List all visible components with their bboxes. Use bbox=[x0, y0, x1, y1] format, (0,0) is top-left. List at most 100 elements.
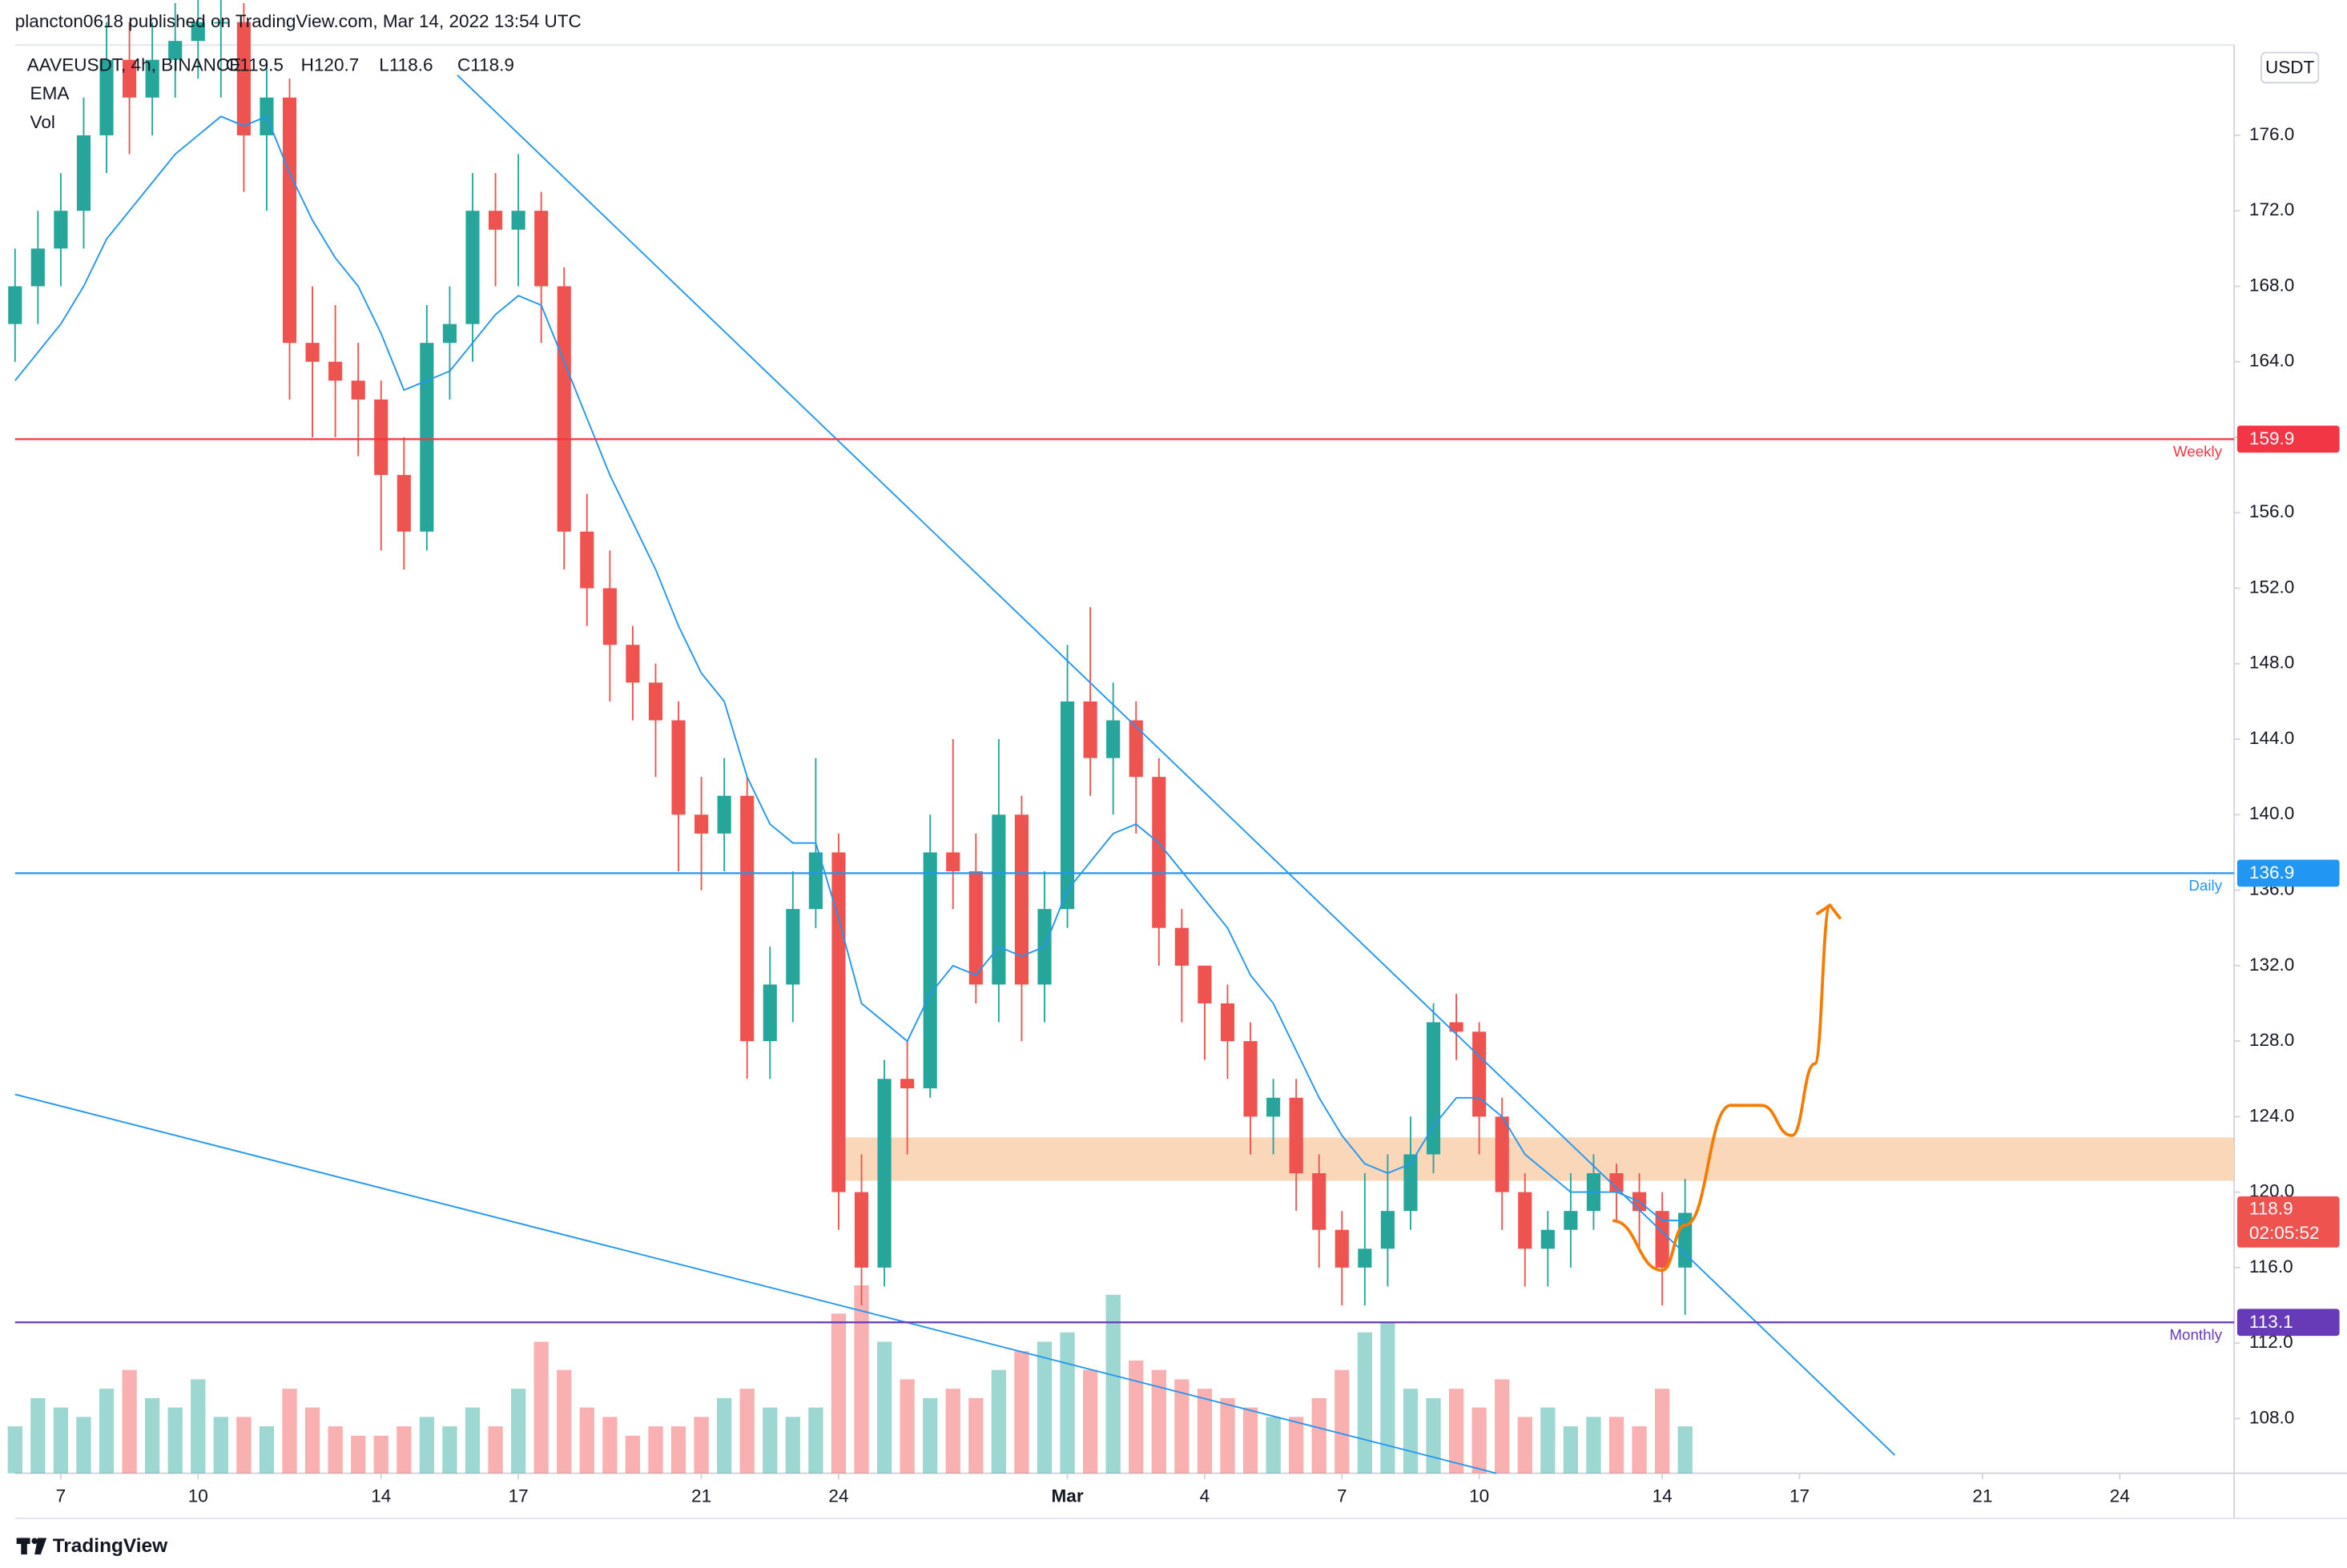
volume-bar bbox=[1471, 1407, 1487, 1474]
volume-bar bbox=[1174, 1379, 1190, 1474]
x-tick-label: 7 bbox=[56, 1486, 66, 1506]
trendline bbox=[457, 74, 1896, 1456]
volume-bar bbox=[900, 1379, 915, 1474]
candle-body bbox=[1312, 1173, 1326, 1230]
volume-bar bbox=[1357, 1332, 1372, 1474]
level-name: Monthly bbox=[2169, 1326, 2222, 1343]
volume-bar bbox=[648, 1426, 663, 1474]
candle-body bbox=[1083, 701, 1097, 758]
level-price-tag bbox=[2236, 425, 2340, 453]
candle-body bbox=[1495, 1116, 1509, 1192]
volume-bar bbox=[808, 1407, 823, 1474]
candle-body bbox=[1540, 1229, 1555, 1249]
volume-bar bbox=[1380, 1323, 1395, 1474]
candle-body bbox=[992, 814, 1006, 985]
candle-body bbox=[397, 475, 411, 532]
candle-body bbox=[1198, 965, 1212, 1003]
volume-bar bbox=[557, 1369, 572, 1474]
volume-bar bbox=[465, 1407, 481, 1474]
volume-bar bbox=[99, 1389, 115, 1474]
volume-bar bbox=[739, 1389, 755, 1474]
x-tick-label: 17 bbox=[509, 1486, 529, 1506]
header: plancton0618 published on TradingView.co… bbox=[15, 11, 582, 31]
level-price-label: 113.1 bbox=[2249, 1312, 2293, 1332]
candle-body bbox=[1152, 777, 1166, 928]
y-tick-label: 108.0 bbox=[2249, 1407, 2294, 1427]
x-tick-label: 24 bbox=[828, 1486, 848, 1506]
volume-bar bbox=[1403, 1389, 1419, 1474]
symbol-line: AAVEUSDT, 4h, BINANCE bbox=[27, 55, 241, 75]
currency[interactable]: USDT bbox=[2265, 57, 2315, 77]
y-tick-label: 116.0 bbox=[2249, 1256, 2293, 1277]
candle-body bbox=[351, 380, 365, 400]
volume-bar bbox=[259, 1426, 275, 1474]
x-tick-label: 14 bbox=[371, 1486, 391, 1506]
last-price-label: 118.9 bbox=[2249, 1199, 2293, 1219]
y-tick-label: 124.0 bbox=[2249, 1105, 2294, 1125]
x-tick-label: 4 bbox=[1200, 1486, 1210, 1506]
volume-bar bbox=[1037, 1341, 1053, 1474]
x-tick-label: 17 bbox=[1789, 1486, 1810, 1506]
volume-bar bbox=[53, 1407, 69, 1474]
candle-body bbox=[54, 211, 68, 249]
candle-body bbox=[1266, 1097, 1281, 1117]
volume-bar bbox=[854, 1285, 869, 1474]
candle-body bbox=[1014, 814, 1029, 985]
candle-body bbox=[1403, 1154, 1418, 1212]
candle-body bbox=[1289, 1097, 1303, 1174]
volume-bar bbox=[1242, 1407, 1258, 1474]
volume-bar bbox=[670, 1426, 686, 1474]
candle-body bbox=[648, 682, 663, 721]
volume-bar bbox=[419, 1417, 435, 1474]
trendline bbox=[14, 1093, 1497, 1474]
candle-body bbox=[1564, 1211, 1578, 1230]
volume-bar bbox=[1654, 1389, 1670, 1474]
volume-bar bbox=[694, 1417, 709, 1474]
y-tick-label: 176.0 bbox=[2249, 124, 2294, 144]
x-tick-label: 21 bbox=[1972, 1486, 1992, 1506]
candle-body bbox=[831, 852, 846, 1192]
candle-body bbox=[946, 852, 960, 872]
y-tick-label: 132.0 bbox=[2249, 955, 2294, 975]
ohlc-label: O119.5 bbox=[226, 55, 284, 75]
volume-bar bbox=[304, 1407, 320, 1474]
candle-body bbox=[191, 22, 205, 42]
supply-zone bbox=[838, 1137, 2235, 1181]
candle-body bbox=[420, 343, 434, 532]
volume-bar bbox=[236, 1417, 252, 1474]
volume-bar bbox=[763, 1407, 778, 1474]
candle-body bbox=[168, 41, 183, 60]
volume-bar bbox=[145, 1397, 160, 1474]
candle-body bbox=[1106, 720, 1121, 758]
candle-body bbox=[534, 211, 549, 287]
volume-bar bbox=[1129, 1360, 1144, 1474]
candle-body bbox=[282, 97, 297, 344]
x-tick-label: 10 bbox=[1469, 1486, 1489, 1506]
candle-body bbox=[1472, 1031, 1487, 1117]
volume-bar bbox=[213, 1417, 228, 1474]
volume-bar bbox=[945, 1389, 960, 1474]
candle-body bbox=[1518, 1192, 1532, 1249]
volume-bar bbox=[785, 1417, 800, 1474]
volume-bar bbox=[1197, 1389, 1213, 1474]
candle-body bbox=[305, 343, 320, 362]
y-tick-label: 172.0 bbox=[2249, 199, 2294, 219]
currency-box[interactable] bbox=[2260, 51, 2320, 84]
volume-bar bbox=[7, 1426, 22, 1474]
volume-bar bbox=[1677, 1426, 1693, 1474]
volume-bar bbox=[1082, 1369, 1098, 1474]
volume-bar bbox=[167, 1407, 183, 1474]
volume-bar bbox=[442, 1426, 457, 1474]
level-name: Daily bbox=[2188, 877, 2222, 894]
y-tick-label: 148.0 bbox=[2249, 653, 2294, 673]
candle-body bbox=[1358, 1248, 1372, 1268]
footer-brand: TradingView bbox=[53, 1535, 168, 1557]
volume-bar bbox=[991, 1369, 1007, 1474]
y-tick-label: 156.0 bbox=[2249, 501, 2294, 521]
candle-body bbox=[236, 22, 251, 135]
candle-body bbox=[488, 211, 503, 230]
volume-bar bbox=[968, 1397, 984, 1474]
indicator-label: EMA bbox=[30, 83, 70, 103]
candle-body bbox=[76, 135, 91, 211]
volume-bar bbox=[1426, 1397, 1441, 1474]
